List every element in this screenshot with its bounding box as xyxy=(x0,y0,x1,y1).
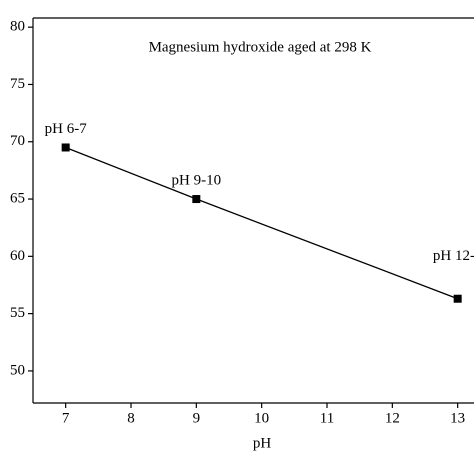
y-tick-label: 75 xyxy=(10,76,25,92)
x-tick-label: 8 xyxy=(127,410,135,426)
data-line xyxy=(65,146,458,300)
y-tick-label: 80 xyxy=(10,19,25,35)
data-point xyxy=(61,143,70,152)
chart-title: Magnesium hydroxide aged at 298 K xyxy=(149,39,372,55)
x-tick-label: 13 xyxy=(450,410,465,426)
y-tick-label: 55 xyxy=(10,305,25,321)
annotation: pH 6-7 xyxy=(45,121,88,137)
data-point xyxy=(453,294,462,303)
y-tick-label: 50 xyxy=(10,362,25,378)
x-axis-label: pH xyxy=(253,435,272,451)
x-tick-label: 7 xyxy=(62,410,70,426)
x-tick-label: 10 xyxy=(254,410,269,426)
annotation: pH 12-1 xyxy=(433,248,474,264)
x-tick-label: 11 xyxy=(320,410,334,426)
y-tick-label: 60 xyxy=(10,248,25,264)
y-tick-label: 70 xyxy=(10,133,25,149)
data-point xyxy=(192,195,201,204)
y-tick-label: 65 xyxy=(10,190,25,206)
x-tick-label: 12 xyxy=(385,410,400,426)
annotation: pH 9-10 xyxy=(172,172,222,188)
x-tick-label: 9 xyxy=(193,410,201,426)
